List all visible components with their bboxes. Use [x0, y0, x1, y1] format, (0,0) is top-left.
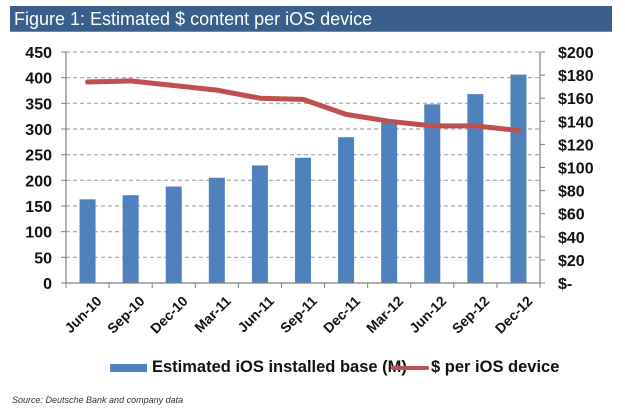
right-tick-label: $20	[558, 253, 585, 270]
left-tick-label: 0	[43, 276, 52, 293]
x-tick-label: Dec-12	[492, 293, 536, 337]
bar-sep-10	[122, 195, 139, 283]
bar-jun-11	[251, 165, 268, 283]
legend-label-dollar-per-device: $ per iOS device	[431, 358, 560, 376]
x-tick-label: Mar-11	[191, 293, 234, 336]
legend-item-installed-base: Estimated iOS installed base (M)	[110, 358, 407, 377]
left-tick-label: 400	[25, 71, 52, 88]
right-tick-label: $40	[558, 230, 585, 247]
chart-svg: 0 50 100 150 200 250 300 350 400 450 $- $20 $40 $60 $8…	[25, 45, 594, 337]
left-tick-label: 50	[34, 250, 52, 267]
figure-title: Figure 1: Estimated $ content per iOS de…	[10, 6, 612, 32]
right-tick-label: $100	[558, 161, 594, 178]
gridlines	[66, 51, 540, 258]
axes	[61, 51, 545, 288]
legend-swatch-bar	[110, 363, 147, 372]
right-tick-label: $200	[558, 45, 594, 62]
right-tick-label: $140	[558, 114, 594, 131]
left-tick-label: 350	[25, 96, 52, 113]
left-tick-label: 150	[25, 199, 52, 216]
x-tick-label: Sep-10	[104, 293, 148, 337]
left-tick-label: 100	[25, 225, 52, 242]
legend-item-dollar-per-device: $ per iOS device	[391, 358, 559, 377]
x-tick-label: Dec-10	[147, 293, 191, 337]
bar-dec-10	[165, 186, 182, 283]
left-tick-label: 200	[25, 173, 52, 190]
x-tick-label: Sep-11	[277, 293, 320, 336]
right-tick-label: $120	[558, 137, 594, 154]
right-tick-label: $180	[558, 68, 594, 85]
line-dollar-per-device	[85, 78, 521, 134]
left-tick-label: 250	[25, 148, 52, 165]
x-tick-label: Jun-10	[61, 293, 104, 336]
x-tick-label: Mar-12	[363, 293, 406, 336]
right-tick-label: $80	[558, 184, 585, 201]
x-tick-label: Sep-12	[449, 293, 493, 337]
legend-label-installed-base: Estimated iOS installed base (M)	[152, 358, 407, 376]
bar-dec-12	[510, 74, 527, 283]
left-tick-label: 450	[25, 45, 52, 62]
bar-sep-12	[467, 94, 484, 284]
source-note: Source: Deutsche Bank and company data	[12, 395, 184, 405]
bar-sep-11	[295, 157, 311, 283]
left-tick-label: 300	[25, 122, 52, 139]
bar-jun-12	[424, 104, 441, 283]
right-tick-label: $60	[558, 207, 585, 224]
bar-mar-11	[208, 177, 225, 283]
x-tick-label: Jun-11	[234, 293, 277, 336]
bar-jun-10	[79, 199, 96, 283]
legend: Estimated iOS installed base (M) $ per i…	[0, 358, 625, 380]
legend-swatch-line	[391, 365, 429, 370]
right-tick-label: $-	[558, 276, 572, 293]
bar-mar-12	[381, 120, 398, 283]
x-tick-label: Jun-12	[406, 293, 449, 336]
right-tick-label: $160	[558, 91, 594, 108]
line-series	[85, 78, 521, 134]
x-tick-label: Dec-11	[320, 293, 363, 336]
bar-dec-11	[338, 137, 355, 283]
bar-series	[79, 74, 527, 284]
